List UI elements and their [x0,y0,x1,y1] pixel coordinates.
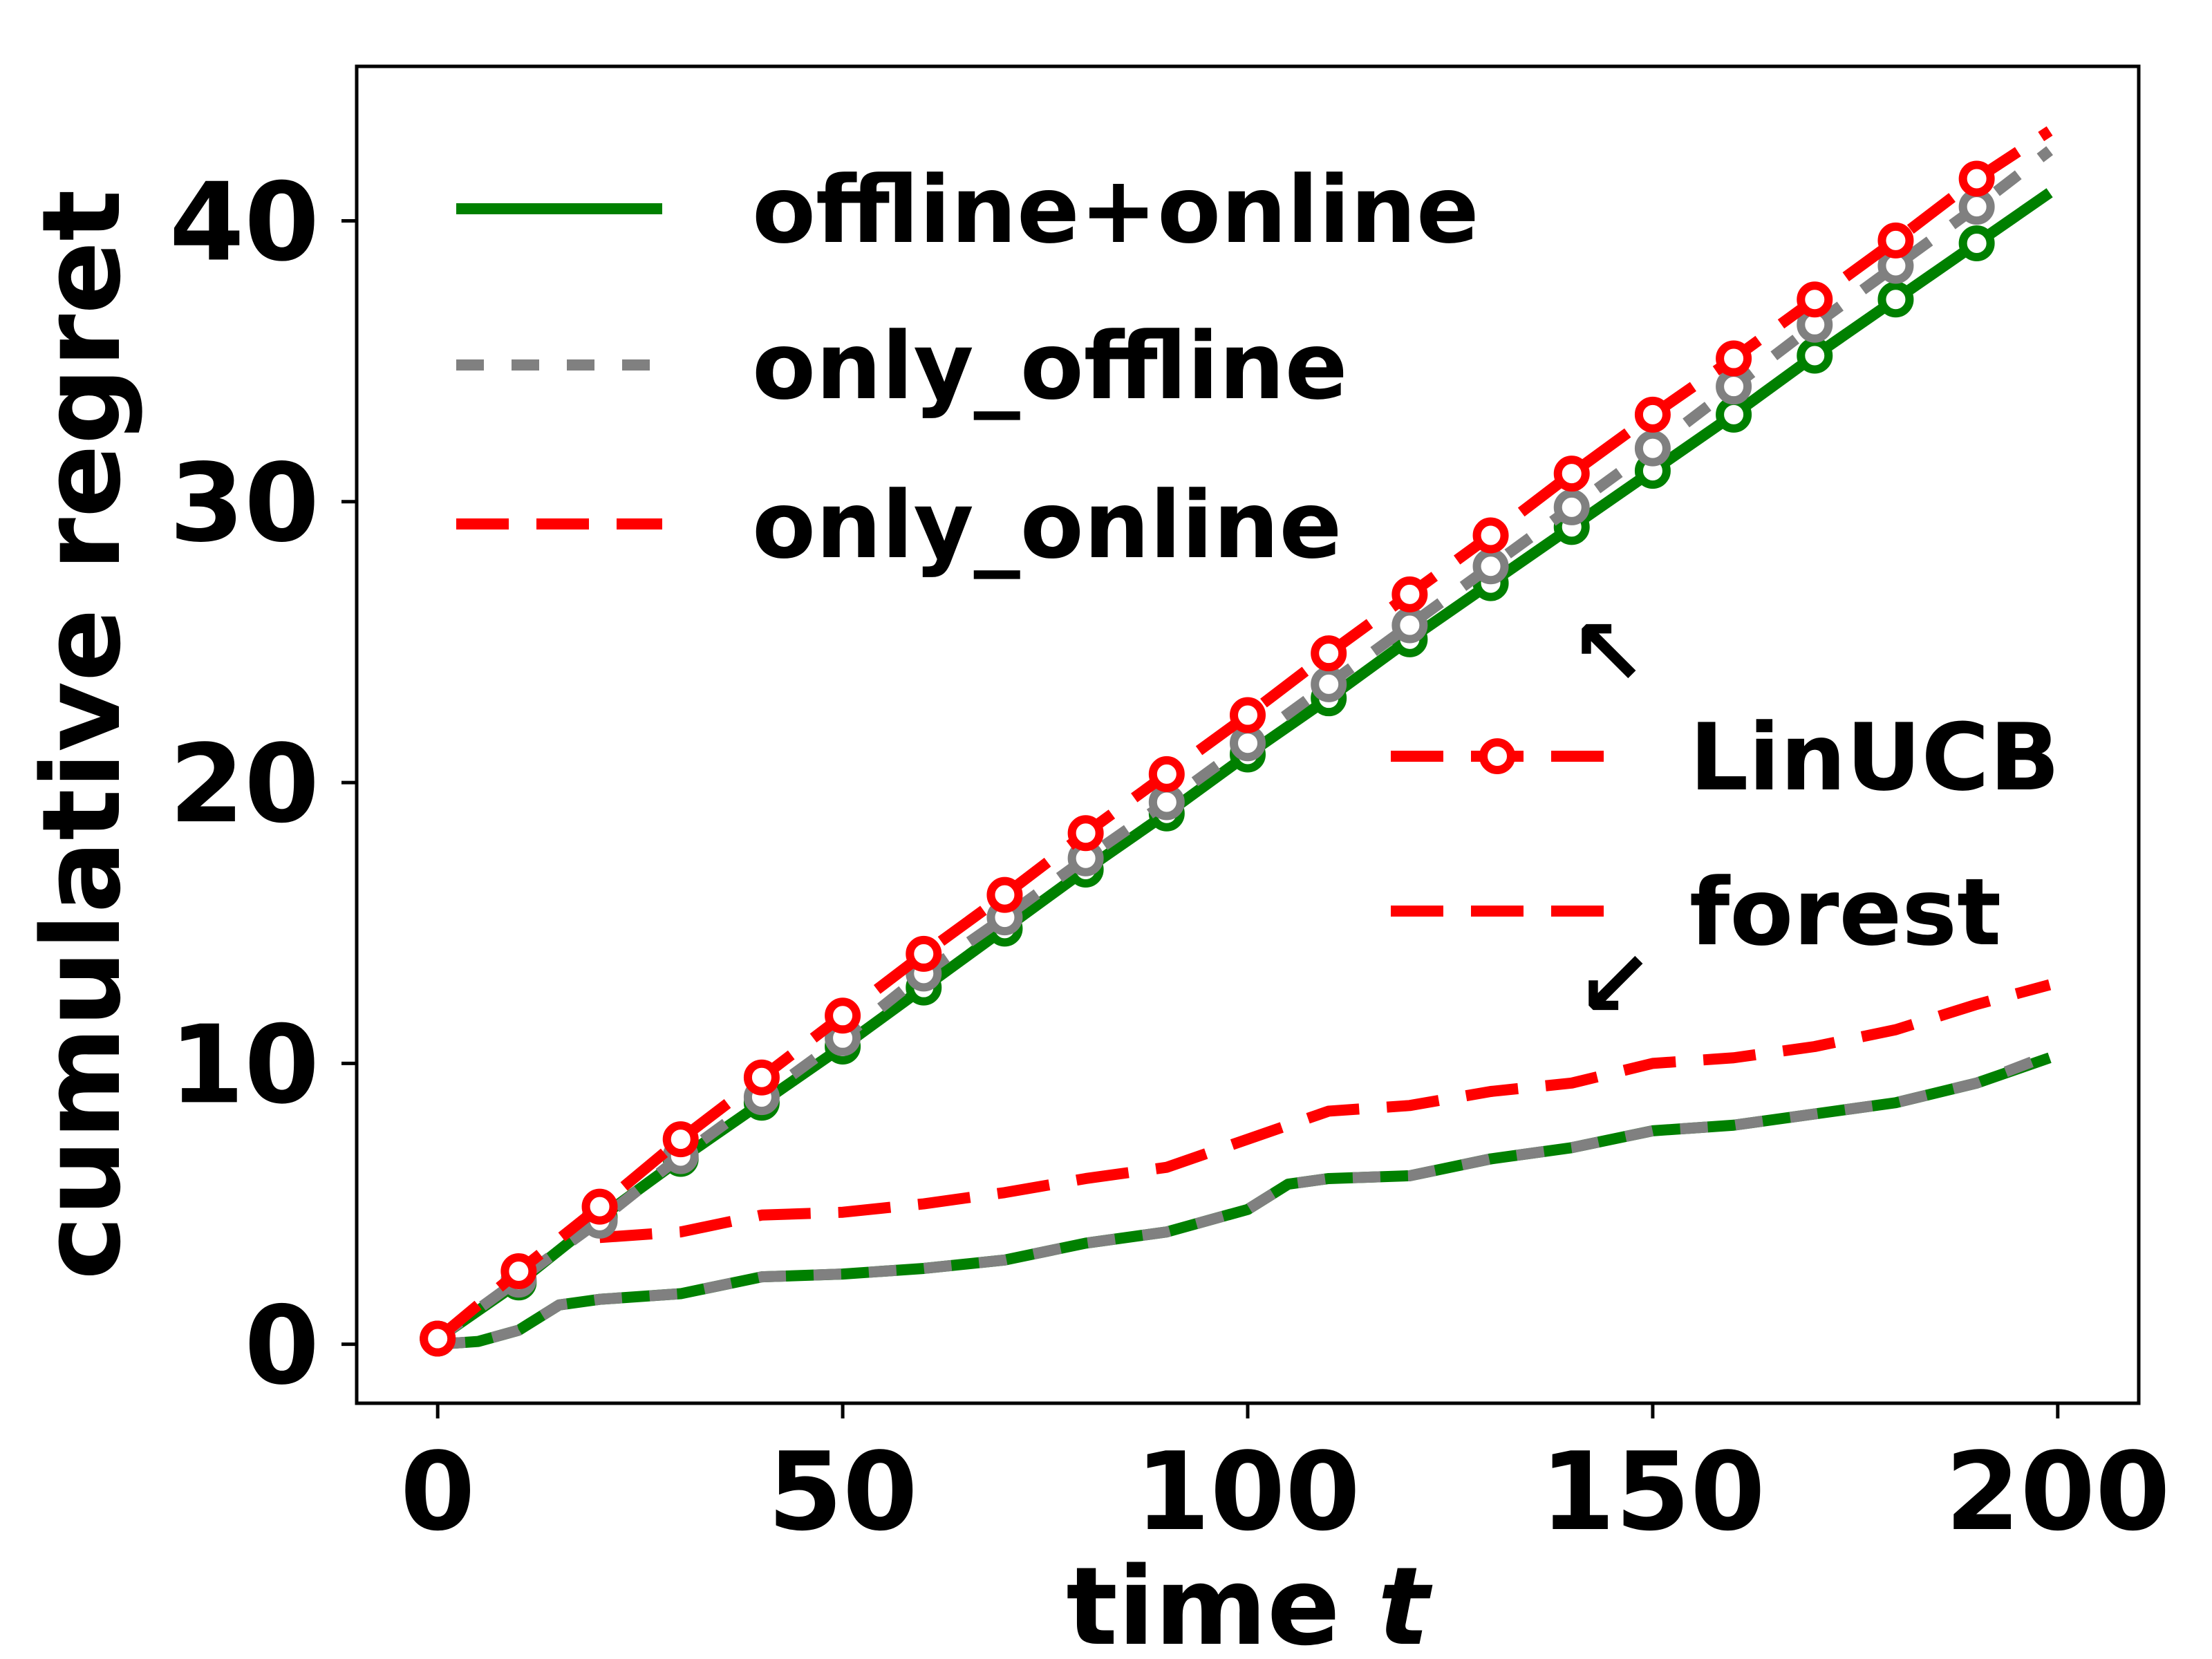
arrow-forest-annotation: ↙ [1576,930,1653,1038]
data-point [420,1320,456,1357]
y-tick-label: 40 [169,159,319,285]
data-point [581,1188,618,1225]
data-point [1148,784,1185,821]
method-swatch-linucb-marker [1479,738,1515,774]
data-point [1716,396,1752,433]
data-point [1230,725,1266,762]
data-point [1797,337,1833,374]
legend: offline+online only_offline only_online [456,156,1479,579]
data-point [1716,340,1752,377]
series-line [434,126,2053,1343]
data-point [1958,225,1995,261]
x-tick-label: 200 [1945,1429,2171,1555]
data-point [1148,756,1185,792]
data-point [662,1121,699,1158]
data-point [1472,517,1509,554]
series-forest-offline-online [437,1052,2052,1350]
data-point [1958,189,1995,225]
data-point [825,997,861,1034]
y-tick-label: 30 [169,440,319,566]
y-tick-label: 10 [169,1002,319,1127]
data-point [500,1253,537,1290]
data-point [1634,396,1671,433]
data-point [1067,815,1104,852]
legend-label-offline-online: offline+online [752,156,1479,264]
data-point [1311,666,1347,702]
series-line [437,1052,2052,1350]
data-point [1472,548,1509,585]
y-axis-label: cumulative regret [19,189,144,1280]
data-point [986,877,1023,913]
data-point [1877,281,1914,318]
series-layer [420,126,2053,1357]
method-label-linucb: LinUCB [1689,704,2060,812]
data-point [906,935,942,972]
x-axis-label: time t [1066,1544,1433,1659]
x-tick-label: 50 [768,1429,918,1555]
series-forest-only-offline [437,1049,2052,1350]
data-point [1311,635,1347,672]
data-point [1553,456,1590,492]
x-tick-label: 150 [1540,1429,1765,1555]
x-tick-label: 100 [1135,1429,1360,1555]
method-label-forest: forest [1689,859,2001,966]
data-point [1553,489,1590,525]
series-line [437,1049,2052,1350]
y-tick-label: 20 [169,721,319,847]
legend-label-only-offline: only_offline [752,312,1348,420]
data-point [1797,281,1833,318]
x-tick-label: 0 [400,1429,476,1555]
data-point [1230,697,1266,733]
data-point [1391,576,1428,612]
arrow-linucb-annotation: ↖ [1569,599,1647,706]
data-point [1877,222,1914,259]
legend-label-only-online: only_online [752,471,1342,579]
series-line [599,979,2052,1244]
x-axis: 0 50 100 150 200 [400,1403,2171,1555]
data-point [1716,368,1752,405]
method-legend: LinUCB forest ↖ ↙ [1391,599,2060,1038]
y-tick-label: 0 [244,1283,319,1409]
data-point [1634,430,1671,467]
series-linucb-only-online [420,126,2053,1357]
data-point [1958,160,1995,197]
series-forest-only-online [599,979,2052,1244]
y-axis: 0 10 20 30 40 [169,159,357,1409]
data-point [1391,607,1428,644]
data-point [743,1059,780,1096]
